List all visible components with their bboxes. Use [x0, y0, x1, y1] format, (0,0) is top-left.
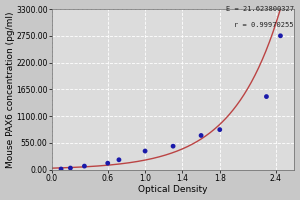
- Point: [59, 167, 64, 171]
- Point: [264, 95, 269, 98]
- Point: [171, 145, 176, 148]
- Point: [199, 134, 203, 137]
- Point: [143, 149, 148, 153]
- Point: [278, 34, 283, 37]
- Point: [68, 166, 73, 170]
- Point: [105, 162, 110, 165]
- Y-axis label: Mouse PAX6 concentration (pg/ml): Mouse PAX6 concentration (pg/ml): [6, 11, 15, 168]
- X-axis label: Optical Density: Optical Density: [138, 185, 208, 194]
- Point: [218, 128, 222, 131]
- Text: E = 21.623800327: E = 21.623800327: [226, 6, 294, 12]
- Text: r = 0.99970255: r = 0.99970255: [235, 22, 294, 28]
- Point: [82, 164, 87, 168]
- Point: [116, 158, 121, 161]
